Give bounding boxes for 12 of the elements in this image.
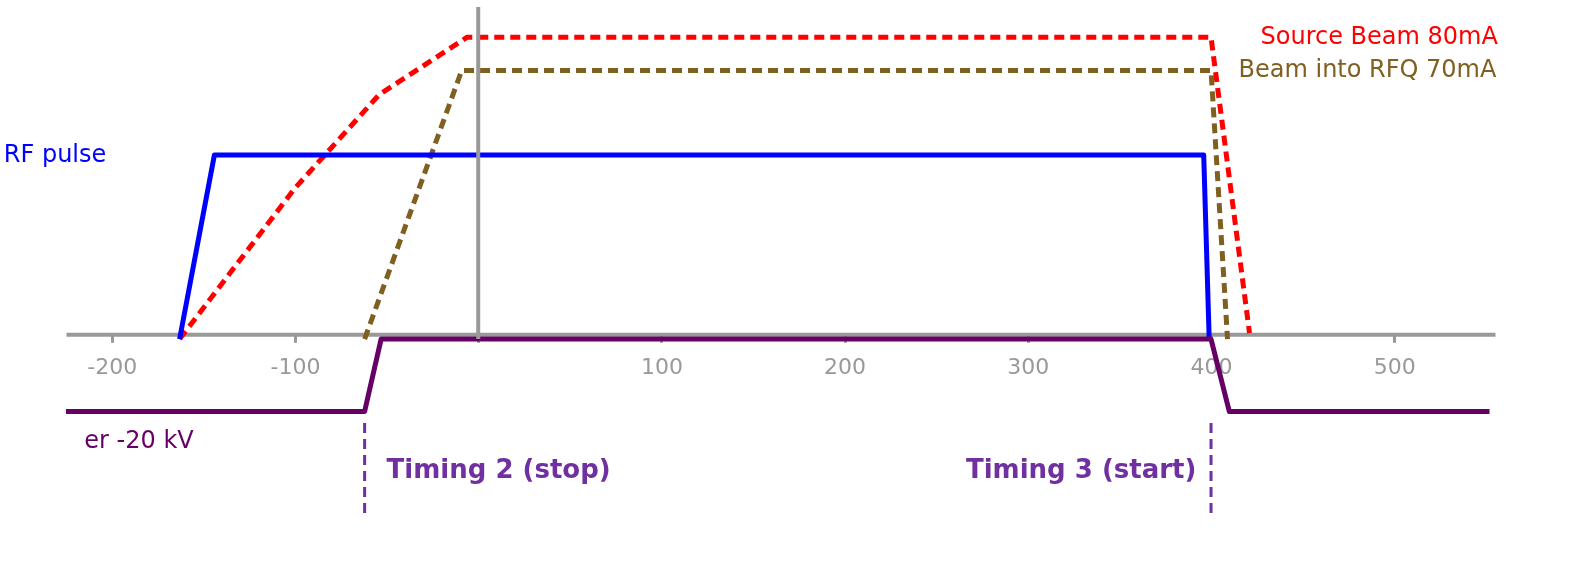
series-label: Beam into RFQ 70mA (1238, 55, 1497, 84)
ref-line-label: Timing 3 (start) (965, 453, 1197, 484)
text: RF pulse (3, 139, 107, 168)
x-tick-label: -100 (270, 353, 321, 379)
ref-line-label: Timing 2 (stop) (386, 453, 611, 484)
x-tick-label: 200 (824, 353, 867, 379)
series-label: Source Beam 80mA (1260, 22, 1499, 51)
x-tick-label: 100 (640, 353, 683, 379)
x-tick-label: 300 (1007, 353, 1050, 379)
series-label: er -20 kV (84, 425, 195, 454)
x-tick-label: -200 (87, 353, 138, 379)
x-tick-label: 500 (1373, 353, 1416, 379)
